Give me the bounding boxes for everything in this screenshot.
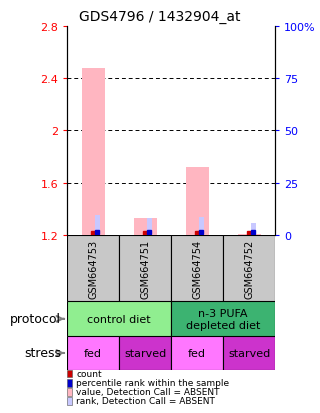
- Bar: [171, 337, 223, 370]
- Text: GDS4796 / 1432904_at: GDS4796 / 1432904_at: [79, 10, 241, 24]
- Text: stress: stress: [24, 347, 61, 360]
- Text: GSM664754: GSM664754: [192, 239, 202, 298]
- Bar: [95, 215, 100, 235]
- Bar: [67, 301, 171, 337]
- Text: fed: fed: [84, 348, 102, 358]
- Bar: [237, 234, 261, 235]
- Bar: [67, 235, 119, 301]
- Bar: [251, 223, 256, 235]
- Bar: [82, 69, 105, 235]
- Text: fed: fed: [188, 348, 206, 358]
- Text: value, Detection Call = ABSENT: value, Detection Call = ABSENT: [76, 387, 220, 396]
- Text: count: count: [76, 369, 102, 378]
- Bar: [133, 218, 157, 235]
- Text: GSM664752: GSM664752: [244, 239, 254, 298]
- Bar: [171, 301, 275, 337]
- Text: GSM664751: GSM664751: [140, 239, 150, 298]
- Text: starved: starved: [228, 348, 270, 358]
- Text: percentile rank within the sample: percentile rank within the sample: [76, 378, 229, 387]
- Text: control diet: control diet: [87, 314, 151, 324]
- Text: GSM664753: GSM664753: [88, 239, 98, 298]
- Bar: [199, 218, 204, 235]
- Bar: [186, 168, 209, 235]
- Text: protocol: protocol: [10, 313, 61, 325]
- Bar: [119, 337, 171, 370]
- Bar: [119, 235, 171, 301]
- Bar: [171, 235, 223, 301]
- Text: starved: starved: [124, 348, 166, 358]
- Bar: [223, 337, 275, 370]
- Bar: [67, 337, 119, 370]
- Bar: [147, 218, 152, 235]
- Text: n-3 PUFA
depleted diet: n-3 PUFA depleted diet: [186, 308, 260, 330]
- Bar: [223, 235, 275, 301]
- Text: rank, Detection Call = ABSENT: rank, Detection Call = ABSENT: [76, 396, 215, 406]
